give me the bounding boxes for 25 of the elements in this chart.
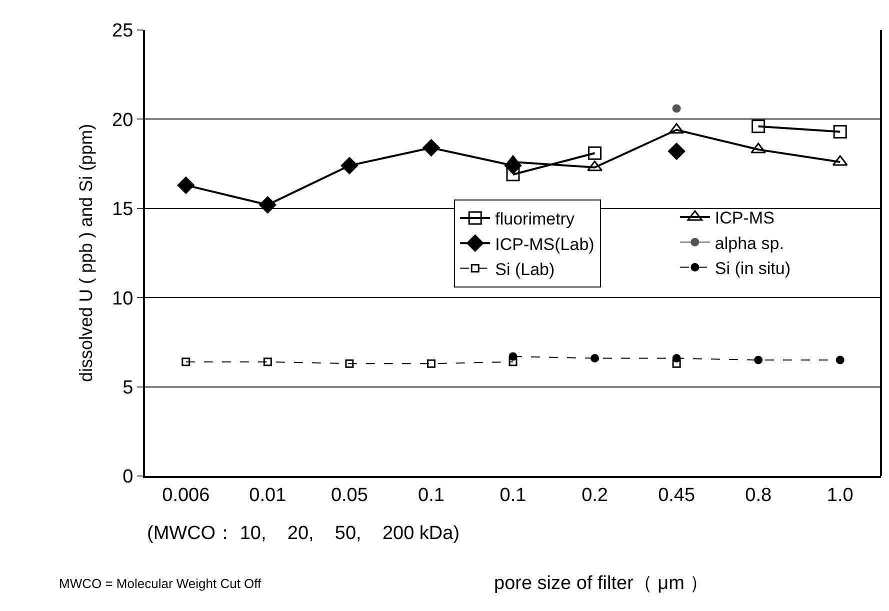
text: (MWCO： 10, 20, 50, 200 kDa)	[147, 523, 460, 544]
y-tick-label: 20	[112, 110, 134, 131]
y-tick-label: 25	[112, 20, 134, 42]
y-tick-label: 5	[122, 377, 134, 398]
legend-label: Si (Lab)	[495, 260, 555, 279]
y-tick-label: 10	[112, 288, 134, 310]
legend-label: ICP-MS(Lab)	[495, 234, 594, 254]
x-tick-label: 0.8	[745, 484, 772, 506]
x-tick-label: 0.1	[418, 484, 444, 506]
x-tick-label: 1.0	[826, 484, 854, 506]
legend-label: Si (in situ)	[714, 258, 790, 278]
x-tick-label: 0.45	[658, 484, 696, 506]
x-tick-label: 0.01	[249, 484, 286, 506]
legend-label: ICP-MS	[714, 208, 774, 228]
x-tick-label: 0.05	[330, 484, 368, 506]
x-tick-label: 0.006	[162, 484, 210, 506]
text: MWCO = Molecular Weight Cut Off	[59, 576, 262, 591]
x-axis-title: pore size of filter（ μm ）	[494, 573, 709, 594]
legend-label: fluorimetry	[495, 210, 575, 229]
y-tick-label: 15	[112, 199, 134, 220]
x-tick-label: 0.1	[500, 484, 526, 506]
x-tick-label: 0.2	[582, 484, 608, 506]
legend-label: alpha sp.	[714, 234, 784, 253]
y-axis-title: dissolved U ( ppb ) and Si (ppm)	[76, 124, 96, 382]
y-tick-label: 0	[122, 466, 134, 488]
